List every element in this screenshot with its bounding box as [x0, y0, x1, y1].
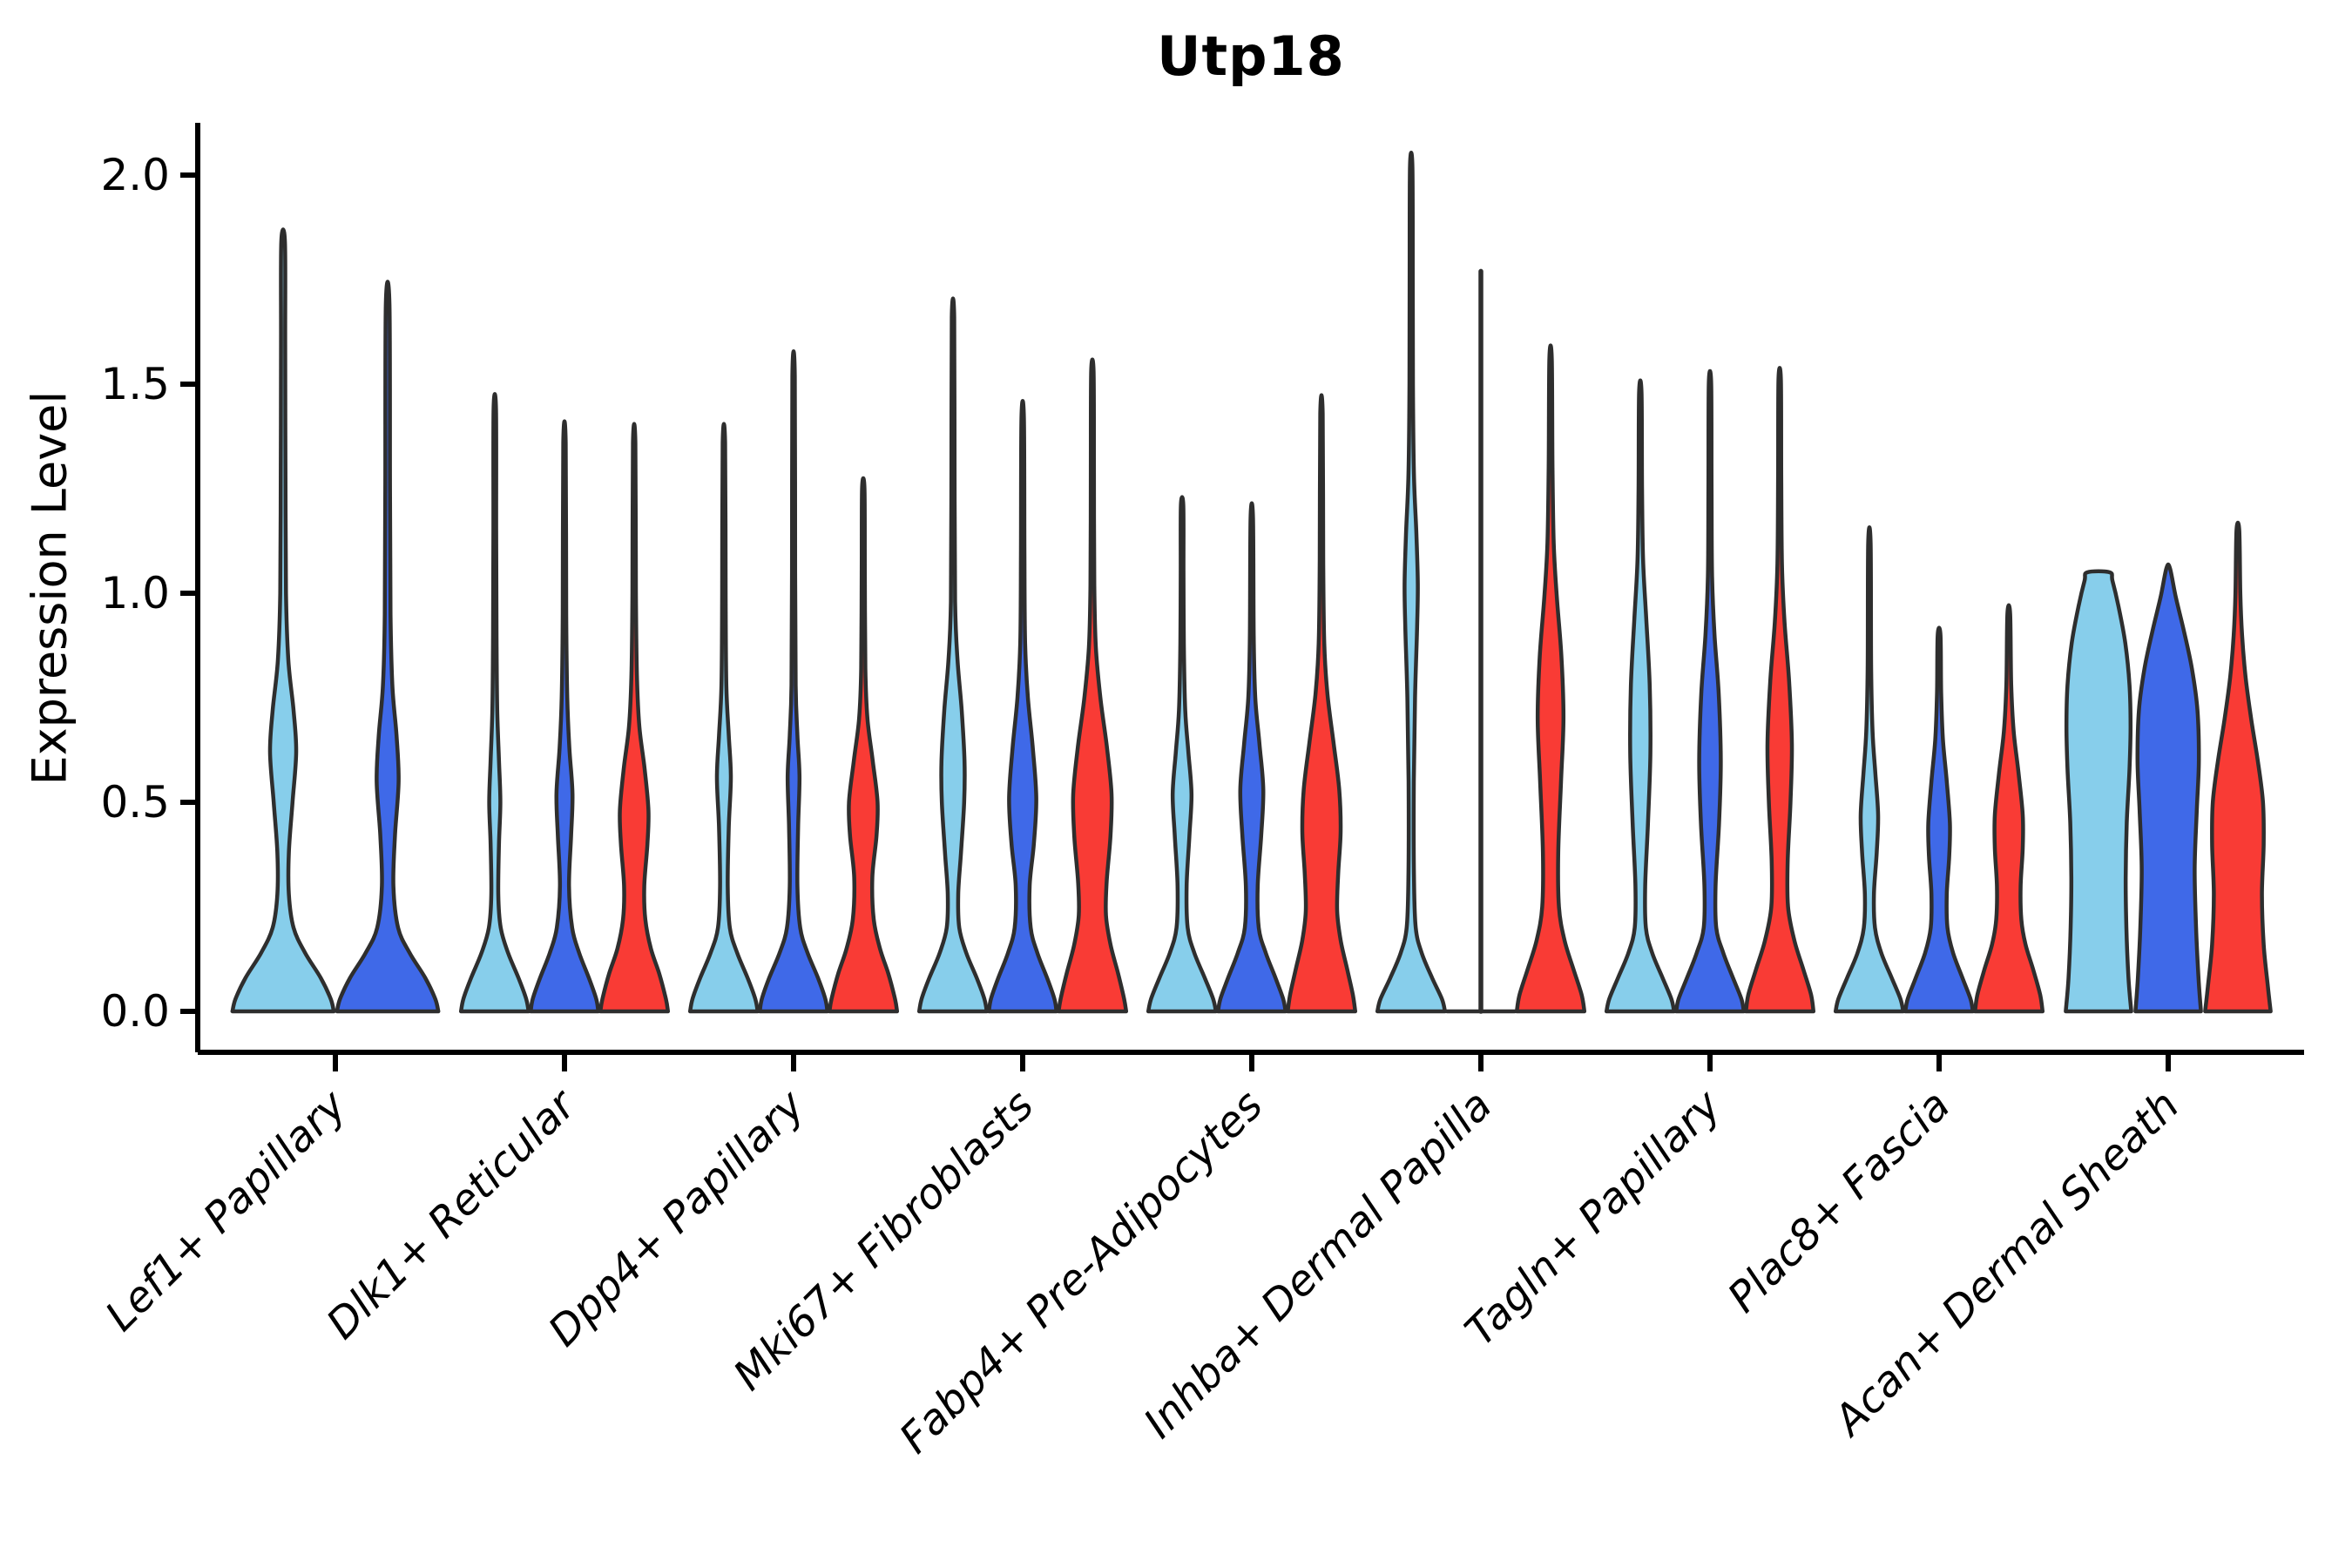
violin-blue_light: [2064, 569, 2133, 1014]
violin-blue_light: [916, 296, 990, 1014]
y-tick-label: 2.0: [100, 150, 170, 200]
y-tick-label: 1.5: [100, 359, 170, 409]
violin-blue_light: [1375, 150, 1448, 1014]
violin-red: [1285, 393, 1358, 1014]
violin-blue_light: [458, 392, 531, 1014]
violin-red: [827, 476, 900, 1014]
violin-blue_dark: [1673, 368, 1747, 1014]
x-tick-label: Dpp4+ Papillary: [539, 1080, 814, 1355]
violin-blue_dark: [2133, 562, 2203, 1014]
violin-blue_light: [687, 422, 760, 1014]
x-tick-label: Dlk1+ Reticular: [317, 1079, 587, 1349]
violin-blue_light: [1604, 378, 1677, 1014]
x-tick-label: Plac8+ Fascia: [1719, 1081, 1960, 1322]
x-tick-label: Lef1+ Papillary: [96, 1080, 356, 1341]
violin-blue_dark: [1903, 625, 1976, 1014]
violin-red: [1972, 603, 2045, 1014]
violin-red: [2203, 520, 2273, 1014]
y-tick-label: 1.0: [100, 568, 170, 618]
violin-red: [1056, 357, 1129, 1014]
violin-blue_dark: [528, 419, 601, 1014]
violin-blue_dark: [1215, 501, 1288, 1014]
violin-red: [1514, 343, 1587, 1014]
violin-red: [598, 422, 671, 1014]
violin-blue_light: [1146, 495, 1219, 1014]
y-tick-label: 0.5: [100, 777, 170, 828]
violin-blue_dark: [335, 280, 441, 1014]
x-tick-label: Fabp4+ Pre-Adipocytes: [890, 1081, 1273, 1463]
violin-blue_light: [230, 227, 336, 1014]
violin-blue_dark: [757, 349, 830, 1014]
violin-blue_dark: [986, 398, 1059, 1014]
y-tick-label: 0.0: [100, 986, 170, 1037]
violin-red: [1743, 366, 1816, 1014]
x-tick-label: Tagln+ Papillary: [1456, 1080, 1731, 1355]
chart-title: Utp18: [1157, 24, 1345, 88]
violin-blue_light: [1833, 525, 1906, 1014]
